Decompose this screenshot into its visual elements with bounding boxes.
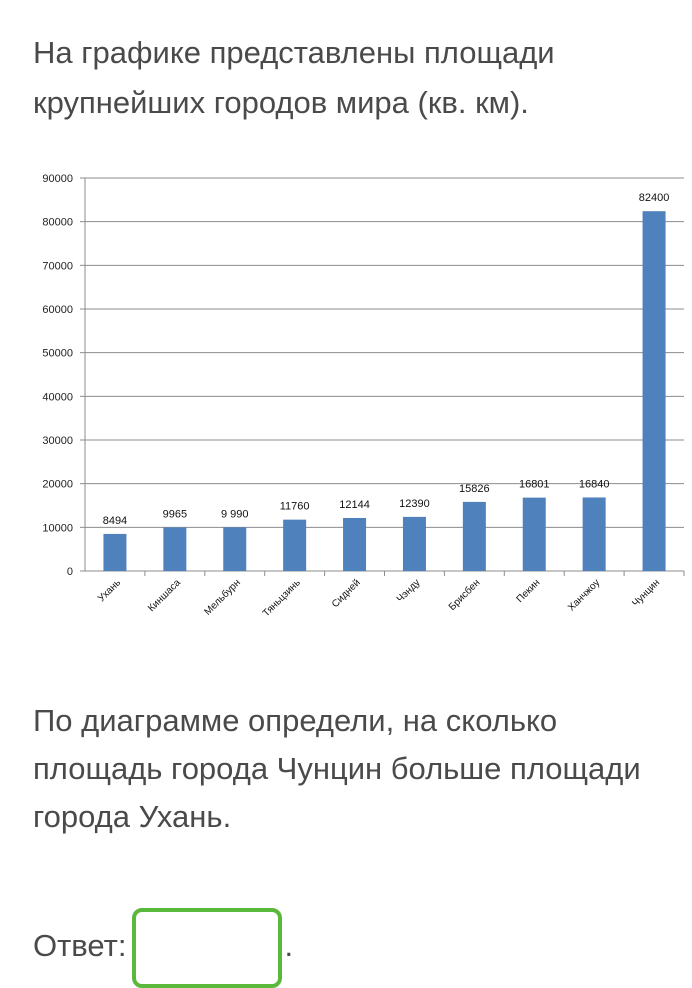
grid-layer (85, 177, 684, 572)
data-label: 15826 (459, 483, 490, 495)
bar-chart-svg: 0 10000 20000 30000 40000 50000 60000 70000 8000… (42, 173, 685, 619)
answer-label: Ответ: (33, 928, 127, 963)
bar (582, 497, 606, 571)
answer-row: Ответ: . (33, 908, 293, 988)
question-text: По диаграмме определи, на сколько площад… (33, 703, 641, 834)
data-label: 12390 (399, 498, 430, 510)
bar (223, 527, 247, 571)
x-tick-label: Чэнду (395, 577, 423, 605)
data-label: 9965 (163, 508, 187, 520)
y-tick-label: 60000 (42, 304, 73, 316)
y-tick-label: 30000 (42, 435, 73, 447)
x-tick-label: Тяньцзинь (261, 577, 303, 619)
y-tick-label: 90000 (42, 173, 73, 185)
bar (103, 533, 127, 571)
x-tick-label: Пекин (515, 577, 543, 605)
y-tick-label: 50000 (42, 348, 73, 360)
data-label: 82400 (639, 192, 670, 204)
data-label: 9 990 (221, 508, 249, 520)
question-intro: На графике представлены площади крупнейш… (33, 35, 555, 120)
bar (163, 527, 187, 571)
bar (402, 516, 426, 571)
data-label: 8494 (103, 515, 127, 527)
data-label: 16801 (519, 479, 550, 491)
y-tick-label: 40000 (42, 391, 73, 403)
bar (522, 497, 546, 571)
data-label: 12144 (339, 499, 370, 511)
bar (462, 501, 486, 571)
x-tick-label: Ханчжоу (566, 577, 602, 613)
y-tick-label: 20000 (42, 479, 73, 491)
answer-input[interactable] (132, 908, 283, 988)
bar (343, 517, 367, 571)
x-tick-label: Сидней (330, 577, 363, 610)
bar (642, 211, 666, 571)
x-tick-label: Киншаса (146, 577, 183, 614)
x-tick-label: Чунцин (630, 577, 662, 609)
x-tick-label: Ухань (96, 577, 123, 604)
y-tick-label: 80000 (42, 217, 73, 229)
data-label: 16840 (579, 478, 610, 490)
y-tick-label: 10000 (42, 522, 73, 534)
answer-period: . (284, 928, 294, 963)
data-label: 11760 (280, 501, 310, 513)
x-tick-label: Мельбурн (202, 577, 243, 618)
y-tick-label: 70000 (42, 260, 73, 272)
bar-layer (103, 211, 666, 571)
x-tick-label: Брисбен (446, 577, 482, 613)
y-tick-label: 0 (67, 566, 73, 578)
bar (283, 519, 307, 571)
bar-chart: 0 10000 20000 30000 40000 50000 60000 70000 8000… (0, 160, 692, 660)
